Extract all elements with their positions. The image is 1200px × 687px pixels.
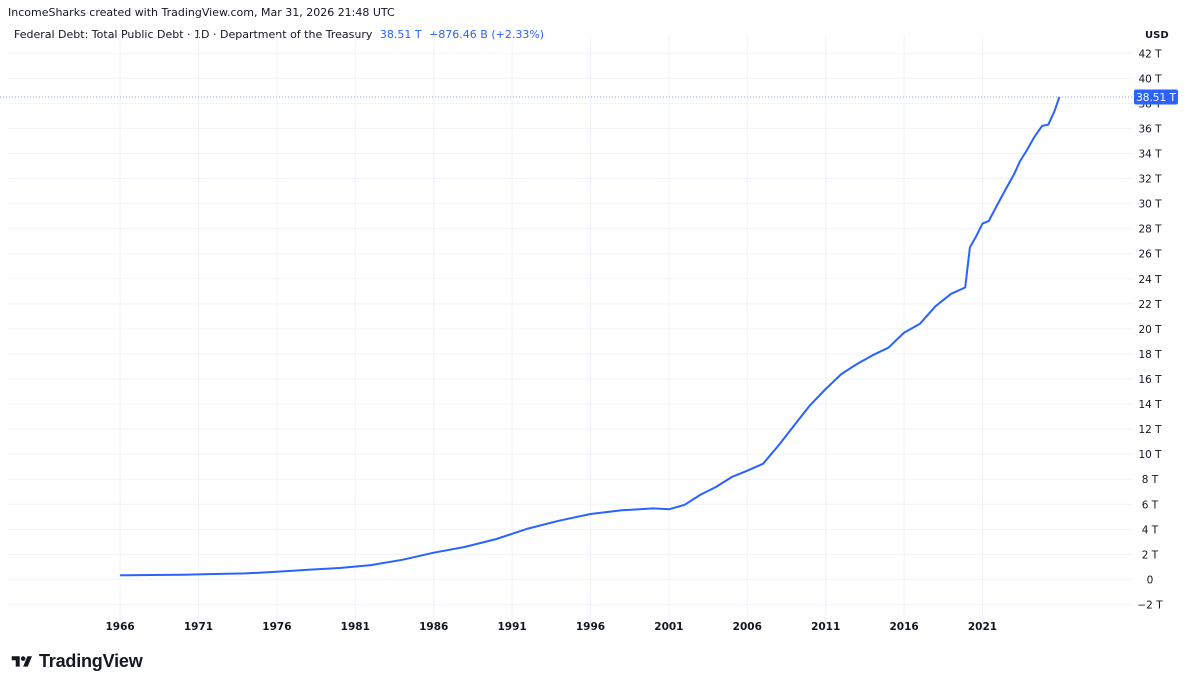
- y-tick-label: 28 T: [1138, 224, 1162, 236]
- x-tick-label: 1986: [419, 621, 448, 633]
- x-tick-label: 2021: [968, 621, 997, 633]
- y-tick-label: 40 T: [1138, 73, 1162, 85]
- price-scale-label: 38.51 T: [1134, 89, 1178, 105]
- y-tick-label: 22 T: [1138, 299, 1162, 311]
- price-scale-label-text: 38.51 T: [1136, 92, 1176, 104]
- y-tick-label: 10 T: [1138, 449, 1162, 461]
- x-tick-label: 2011: [811, 621, 840, 633]
- y-tick-label: 8 T: [1142, 474, 1159, 486]
- x-tick-label: 2001: [654, 621, 683, 633]
- grid: [8, 35, 1133, 632]
- y-tick-label: 32 T: [1138, 174, 1162, 186]
- series-title: Federal Debt: Total Public Debt · 1D · D…: [14, 28, 373, 41]
- y-tick-label: 12 T: [1138, 424, 1162, 436]
- y-tick-label: 2 T: [1142, 549, 1159, 561]
- tradingview-logo[interactable]: TradingView: [9, 651, 143, 672]
- y-tick-label: 0: [1147, 574, 1154, 586]
- y-tick-label: −2 T: [1137, 599, 1163, 611]
- price-scale-label-bg: [1134, 89, 1178, 105]
- x-tick-label: 2006: [733, 621, 762, 633]
- tradingview-logo-icon: [11, 655, 32, 667]
- x-tick-label: 1996: [576, 621, 605, 633]
- x-tick-label: 2016: [889, 621, 918, 633]
- last-value: 38.51 T: [379, 28, 422, 41]
- y-tick-label: 14 T: [1138, 399, 1162, 411]
- x-tick-label: 1976: [262, 621, 291, 633]
- y-tick-label: 6 T: [1142, 499, 1159, 511]
- y-tick-label: 30 T: [1138, 199, 1162, 211]
- tradingview-wordmark: TradingView: [39, 651, 143, 671]
- y-tick-label: 18 T: [1138, 349, 1162, 361]
- x-tick-label: 1971: [184, 621, 213, 633]
- debt-series-line: [120, 96, 1061, 577]
- series-legend[interactable]: Federal Debt: Total Public Debt · 1D · D…: [14, 28, 544, 41]
- x-axis[interactable]: 1966 1971 1976 1981 1986 1991 1996 2001 2006 2011…: [105, 621, 997, 633]
- change-value: +876.46 B (+2.33%): [429, 28, 545, 41]
- y-tick-label: 24 T: [1138, 274, 1162, 286]
- x-tick-label: 1966: [105, 621, 134, 633]
- y-tick-label: 16 T: [1138, 374, 1162, 386]
- currency-label[interactable]: USD: [1145, 30, 1169, 41]
- y-tick-label: 34 T: [1138, 148, 1162, 160]
- y-tick-label: 20 T: [1138, 324, 1162, 336]
- y-tick-label: 36 T: [1138, 123, 1162, 135]
- y-tick-label: 42 T: [1138, 48, 1162, 60]
- y-tick-label: 26 T: [1138, 249, 1162, 261]
- y-tick-label: 4 T: [1142, 524, 1159, 536]
- x-tick-label: 1991: [497, 621, 526, 633]
- created-by-line: IncomeSharks created with TradingView.co…: [8, 6, 395, 19]
- x-tick-label: 1981: [341, 621, 370, 633]
- y-axis[interactable]: −2 T 0 2 T 4 T 6 T 8 T 10 T 12 T 14 T 16 T 18 T 20 …: [1137, 48, 1163, 611]
